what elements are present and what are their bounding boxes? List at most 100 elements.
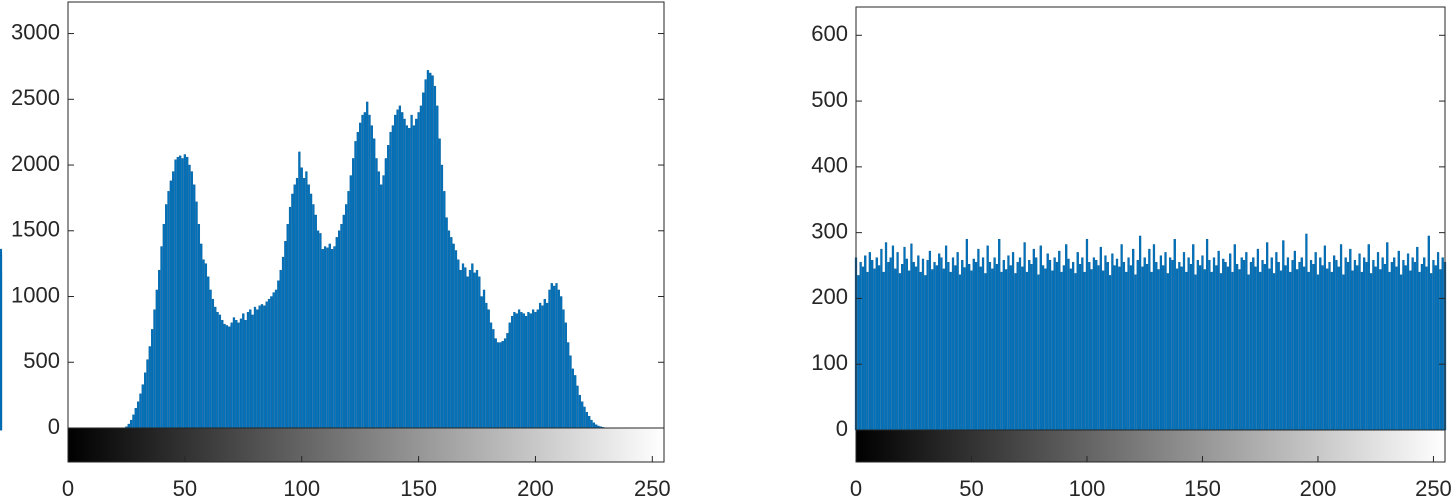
bar [1145,264,1149,431]
bar [1418,271,1421,431]
bar [1155,262,1158,431]
bar [548,289,551,429]
bar [356,131,359,429]
bar [550,283,553,429]
bar [972,258,975,431]
bar [431,75,434,429]
bar [344,204,348,429]
bar [970,270,973,431]
bar [1076,252,1079,431]
bar [1379,269,1382,431]
bar [1141,266,1144,431]
bar [445,217,448,429]
bar [466,276,469,429]
bar [1199,265,1202,431]
bar [1095,260,1098,431]
bar [1051,270,1054,431]
x-tick-label: 50 [959,476,983,501]
bar [1127,257,1130,431]
bar [914,266,918,431]
bar [1296,269,1299,431]
bar [179,155,182,429]
bar [991,268,994,431]
bar [1085,239,1089,431]
bar [882,271,885,431]
bar [129,419,133,429]
bar [515,313,518,429]
x-tick-label: 0 [850,476,862,501]
bar [162,224,165,429]
bar [158,270,161,429]
bar [517,309,521,429]
bar [475,270,479,429]
bar [207,276,210,429]
bar [1164,252,1167,431]
bar [394,114,397,429]
bar [1390,262,1393,431]
bar [1152,244,1156,431]
bar [1286,257,1290,431]
bar [1175,268,1179,431]
bar [1441,257,1444,431]
bar [1374,266,1377,431]
bar [578,394,581,429]
x-tick-label: 150 [1184,476,1221,501]
bar [188,164,191,429]
bar [363,112,366,429]
bar [1254,266,1257,431]
bar [433,85,437,429]
bar [965,239,968,431]
bar [1351,270,1354,431]
bar [459,270,462,429]
bar [288,206,292,429]
bar [1346,262,1350,431]
bar [1035,257,1038,431]
bar [503,338,507,429]
bar [1021,266,1024,431]
bar [508,322,511,429]
bar [1307,271,1310,431]
bar [309,193,313,429]
bar [924,275,927,431]
bar [454,250,458,429]
bar [1231,271,1234,431]
bar [1333,255,1336,431]
x-tick-label: 250 [634,476,671,501]
bar [492,329,495,429]
bar [482,289,486,429]
bar [1074,273,1077,431]
bar [1018,257,1022,431]
x-tick-label: 100 [1069,476,1106,501]
y-tick-label: 500 [23,348,60,373]
bar [1106,262,1109,431]
bar [1383,264,1387,431]
bar [873,268,876,431]
bar [541,305,544,429]
bar [984,273,987,431]
bar [246,312,250,429]
bar [1321,265,1324,431]
bar [146,359,149,429]
bar [328,243,331,429]
x-tick-label: 200 [517,476,554,501]
y-tick-label: 0 [836,416,848,441]
bar [935,265,938,431]
bar [232,317,236,429]
bar [417,112,420,429]
bar [457,259,460,429]
bar [1323,245,1327,431]
bar [1182,252,1186,431]
bar [1233,244,1236,431]
bar [1335,260,1338,431]
bar [450,237,453,429]
bar [880,248,883,431]
bar [366,101,369,429]
bar [1393,257,1396,431]
bar [889,257,892,431]
bar [480,296,483,429]
bar [947,262,950,431]
bar [1125,271,1128,431]
bar [263,305,266,429]
y-tick-label: 500 [811,87,848,112]
bar [200,243,203,429]
